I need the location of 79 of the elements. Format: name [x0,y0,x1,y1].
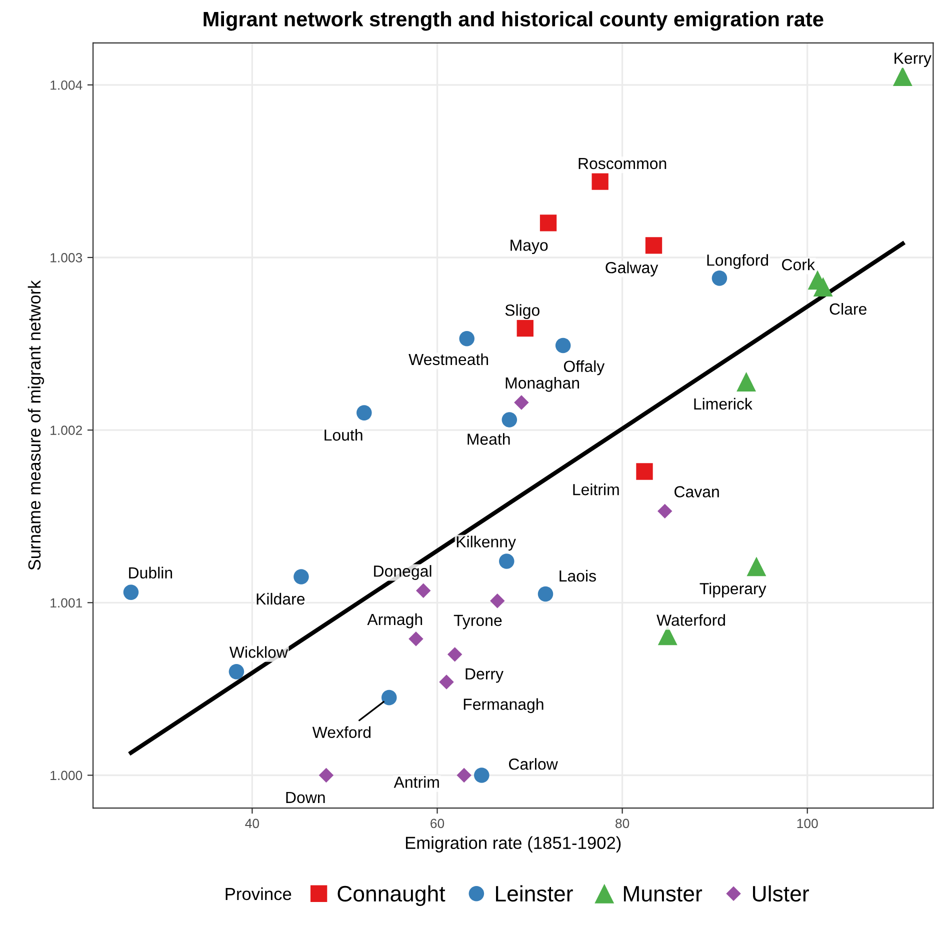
point [538,586,554,602]
y-tick-label: 1.002 [50,426,82,435]
point [490,594,505,608]
y-tick-label: 1.000 [50,770,82,780]
annotation: Waterford [656,614,725,626]
legend-label: Connaught [338,885,446,906]
point [456,768,472,783]
point [645,237,662,254]
point [502,412,518,428]
y-axis-title: Surname measure of migrant network [28,280,44,570]
annotation: Mayo [510,240,548,254]
annotation: Roscommon [578,158,666,170]
point [474,768,490,783]
point [813,277,833,297]
annotation: Laois [560,570,596,582]
annotation: Tipperary [700,582,766,598]
annotation: Limerick [694,398,752,410]
annotation: Wicklow [229,646,288,658]
annotation: Dublin [129,566,172,579]
x-axis-title: Emigration rate (1851-1902) [406,836,621,852]
point [356,405,372,420]
point [712,270,728,286]
legend-label: Ulster [753,885,809,902]
legend-label: Leinster [496,885,573,902]
point [439,674,454,690]
annotation: Cavan [674,486,719,498]
point [636,463,653,480]
annotation: Wexford [312,726,370,738]
point [555,338,571,354]
point [228,664,244,680]
annotation: Armagh [367,613,422,628]
annotation: Kerry [894,52,932,68]
point [447,647,462,662]
annotation: Sligo [505,304,540,320]
legend-title: Province [226,887,292,900]
point [459,330,474,346]
annotation: Westmeath [408,353,488,366]
point [499,554,514,569]
annotation: Kildare [256,592,305,605]
x-tick-label: 80 [616,818,630,828]
point [416,583,431,598]
annotation: Louth [324,428,362,441]
point [540,214,557,232]
point [592,173,608,190]
point [736,372,756,392]
legend-label: Munster [624,886,702,902]
annotation: Leitrim [573,483,619,496]
point [657,504,672,519]
point [892,66,912,86]
annotation: Longford [707,254,768,269]
annotation: Cork [782,258,815,270]
annotation: Monaghan [506,376,579,392]
annotation: Derry [466,668,504,683]
point [381,690,397,706]
annotation: Fermanagh [464,698,544,714]
y-tick-label: 1.001 [50,598,82,608]
point [318,768,334,783]
point [123,584,139,600]
point [746,556,766,576]
x-tick-label: 40 [245,818,260,828]
annotation: Tyrone [454,614,502,630]
point [514,395,529,410]
annotation: Antrim [394,776,439,788]
x-tick-label: 60 [430,818,444,828]
annotation: Meath [468,433,510,445]
annotation: Galway [606,262,658,276]
point [516,320,534,337]
point [408,632,424,646]
chart-title: Migrant network strength and historical county emigration rate [204,11,824,31]
annotation: Kilkenny [456,536,516,551]
annotation: Offaly [564,360,605,376]
x-tick-label: 100 [797,818,818,828]
y-tick-label: 1.004 [50,80,82,90]
annotation: Down [286,792,325,804]
annotation: Donegal [374,565,432,580]
point [294,569,309,584]
annotation: Carlow [509,758,558,770]
y-tick-label: 1.003 [50,253,82,262]
annotation: Clare [830,302,866,315]
